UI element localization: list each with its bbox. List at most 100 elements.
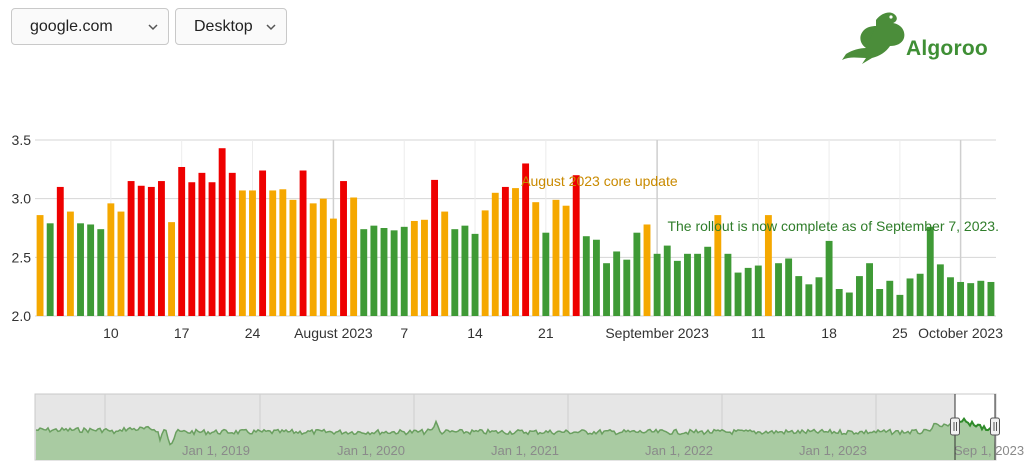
chevron-down-icon (148, 24, 158, 31)
navigator-tick-label: Jan 1, 2023 (799, 443, 867, 458)
bar (916, 273, 924, 316)
bar (623, 259, 631, 316)
annotation-core-update: August 2023 core update (521, 173, 678, 189)
annotation-rollout-complete: The rollout is now complete as of Septem… (667, 218, 999, 234)
bar (572, 175, 580, 316)
bar (188, 182, 196, 316)
bar (694, 253, 702, 316)
navigator-right-handle[interactable] (990, 394, 1000, 460)
bar (926, 226, 934, 316)
bar (542, 232, 550, 316)
navigator-series-line (35, 417, 995, 446)
x-tick-label: 7 (400, 325, 408, 341)
bar (107, 203, 115, 316)
bar (56, 186, 64, 316)
timeline-navigator[interactable]: Jan 1, 2019 Jan 1, 2020 Jan 1, 2021 Jan 1, … (0, 388, 1024, 468)
bar (279, 189, 287, 316)
x-tick-label: August 2023 (294, 325, 373, 341)
bar (147, 186, 155, 316)
bar (350, 197, 358, 316)
bar (552, 199, 560, 316)
bar (714, 215, 722, 316)
bar (603, 263, 610, 316)
logo-text: Algoroo (906, 37, 988, 60)
bar (491, 192, 499, 316)
device-select[interactable]: Desktop (175, 8, 287, 45)
rank-volatility-chart: 2.0 2.5 3.0 3.5 10 17 24 August 2023 7 14 21 Septem… (12, 132, 1004, 341)
bar (785, 258, 793, 316)
bar (815, 277, 823, 316)
x-tick-label: 14 (467, 325, 483, 341)
bar (168, 222, 176, 316)
bar (936, 264, 944, 316)
site-select-value: google.com (30, 17, 113, 35)
bar (370, 225, 378, 316)
bar (684, 253, 691, 316)
bar (46, 223, 54, 316)
navigator-tick-label: Sep 1, 2023 (954, 443, 1024, 458)
navigator-tick-label: Jan 1, 2019 (182, 443, 250, 458)
bar (896, 294, 904, 316)
bar (501, 186, 509, 316)
bar (451, 229, 459, 316)
bar (117, 211, 125, 316)
bar (734, 272, 742, 316)
x-tick-label: September 2023 (605, 325, 709, 341)
bar (582, 236, 590, 316)
bar (775, 263, 782, 316)
bar (805, 284, 813, 316)
bar (36, 215, 44, 316)
bar (825, 240, 833, 316)
bar (299, 170, 307, 316)
bar (441, 211, 449, 316)
bar (158, 181, 165, 316)
bar (87, 224, 95, 316)
bar (360, 229, 368, 316)
navigator-series-area (36, 418, 995, 460)
kangaroo-icon[interactable] (836, 8, 1022, 70)
bar (967, 283, 975, 316)
navigator-selected-series (955, 416, 995, 432)
bar (977, 280, 985, 316)
bar (380, 228, 388, 316)
x-tick-label: 18 (821, 325, 837, 341)
bar (461, 225, 469, 316)
y-tick-label: 3.5 (12, 132, 32, 148)
bar (309, 203, 317, 316)
bar (957, 281, 965, 316)
bar (876, 289, 884, 316)
bar (906, 278, 914, 316)
bar (228, 172, 236, 316)
bar (886, 280, 894, 316)
x-tick-label: 21 (538, 325, 554, 341)
bar (653, 253, 661, 316)
bar (340, 181, 347, 316)
bar (77, 223, 84, 316)
bar (198, 172, 206, 316)
bar (512, 188, 519, 316)
bar (329, 218, 337, 316)
bar (704, 246, 712, 316)
bar (744, 267, 752, 316)
y-tick-label: 3.0 (12, 191, 32, 207)
x-tick-label: October 2023 (918, 325, 1003, 341)
bar (613, 251, 621, 316)
bar (947, 277, 954, 316)
navigator-left-handle[interactable] (950, 394, 960, 460)
bar (410, 220, 418, 316)
bar (522, 163, 530, 316)
site-select[interactable]: google.com (11, 8, 169, 45)
bar (390, 230, 398, 316)
y-tick-label: 2.5 (12, 249, 32, 265)
bar (319, 198, 327, 316)
device-select-value: Desktop (194, 17, 253, 35)
bar (481, 210, 489, 316)
bar (592, 239, 600, 316)
bar (97, 229, 105, 316)
bar (633, 232, 641, 316)
bar (673, 260, 681, 316)
bar (855, 276, 863, 316)
navigator-tick-label: Jan 1, 2022 (645, 443, 713, 458)
x-tick-label: 10 (103, 325, 119, 341)
x-tick-label: 11 (751, 325, 766, 341)
